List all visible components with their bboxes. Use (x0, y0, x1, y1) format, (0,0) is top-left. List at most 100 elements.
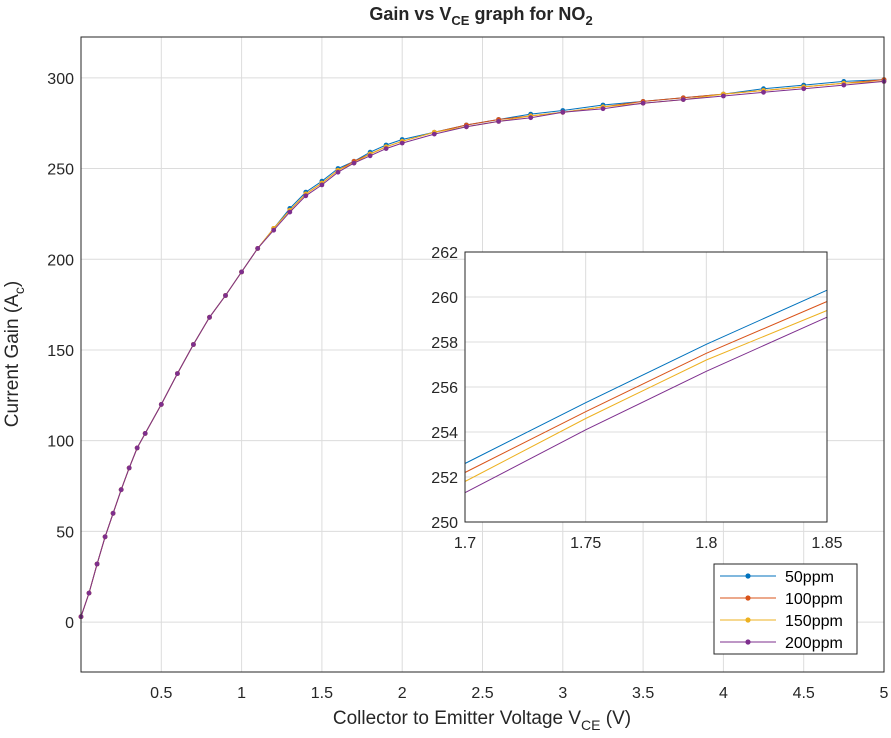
inset-y-tick-label: 260 (431, 290, 458, 307)
legend-label-100ppm: 100ppm (785, 591, 843, 608)
x-axis-label-subscript: CE (581, 717, 600, 733)
main-point-200ppm (528, 115, 534, 121)
title-prefix: Gain vs V (369, 4, 451, 24)
main-point-200ppm (207, 314, 212, 320)
main-point-200ppm (464, 124, 469, 130)
main-point-200ppm (383, 146, 389, 152)
inset-x-tick-label: 1.85 (811, 535, 842, 552)
main-point-200ppm (841, 82, 847, 88)
inset-series-line-150ppm (464, 310, 828, 482)
chart-title: Gain vs VCE graph for NO2 (369, 4, 592, 28)
main-point-200ppm (102, 534, 108, 540)
main-y-tick-label: 150 (47, 343, 74, 360)
inset-y-tick-labels: 250 252 254 256 258 260 262 (431, 245, 458, 532)
main-x-tick-label: 1 (237, 685, 246, 702)
inset-series-line-200ppm (464, 316, 828, 494)
main-y-tick-label: 300 (47, 71, 74, 88)
main-y-tick-label: 200 (47, 252, 74, 269)
main-point-200ppm (86, 590, 92, 596)
y-axis-label-prefix: Current Gain (A (2, 294, 23, 427)
main-point-200ppm (175, 371, 180, 376)
main-x-tick-label: 5 (880, 685, 889, 702)
legend-box (713, 563, 858, 655)
main-point-200ppm (223, 293, 228, 298)
main-x-tick-label: 3.5 (632, 685, 654, 702)
main-y-tick-label: 0 (65, 615, 74, 632)
title-subscript-2: 2 (585, 13, 592, 28)
main-x-tick-labels: 0.5 1 1.5 2 2.5 3 3.5 4 4.5 5 (150, 685, 888, 702)
y-axis-label: Current Gain (Ac) (2, 281, 27, 427)
main-point-200ppm (399, 140, 405, 146)
main-x-tick-label: 4 (719, 685, 728, 702)
legend-marker-50ppm (745, 573, 751, 579)
main-point-200ppm (158, 402, 164, 407)
main-point-200ppm (367, 153, 373, 159)
inset-y-tick-label: 258 (431, 335, 458, 352)
main-point-200ppm (431, 131, 437, 137)
main-point-200ppm (271, 227, 277, 233)
inset-x-tick-label: 1.75 (570, 535, 601, 552)
x-axis-label-prefix: Collector to Emitter Voltage V (333, 708, 581, 729)
legend-label-50ppm: 50ppm (785, 569, 834, 586)
legend-label-150ppm: 150ppm (785, 613, 843, 630)
title-middle: graph for NO (469, 4, 585, 24)
main-x-tick-label: 2 (398, 685, 407, 702)
main-y-tick-label: 50 (56, 524, 74, 541)
main-point-200ppm (680, 97, 686, 102)
main-x-tick-label: 3 (558, 685, 567, 702)
main-point-200ppm (600, 106, 606, 112)
x-axis-label: Collector to Emitter Voltage VCE (V) (333, 708, 631, 733)
main-y-tick-label: 250 (47, 162, 74, 179)
main-point-200ppm (126, 465, 132, 471)
legend-marker-100ppm (745, 595, 751, 601)
main-series-line-200ppm (80, 80, 885, 617)
inset-y-tick-label: 256 (431, 380, 458, 397)
x-axis-label-suffix: (V) (601, 708, 632, 729)
inset-plot-frame (464, 251, 828, 523)
main-point-200ppm (118, 487, 124, 493)
inset-y-tick-label: 252 (431, 470, 458, 487)
main-series-group (78, 77, 887, 620)
main-point-200ppm (496, 119, 501, 124)
inset-series-line-100ppm (464, 301, 828, 473)
inset-y-tick-label: 254 (431, 425, 458, 442)
inset-series-group (464, 289, 828, 494)
main-point-200ppm (351, 160, 357, 166)
main-point-200ppm (761, 89, 766, 95)
main-point-200ppm (801, 86, 807, 92)
inset-series-line-50ppm (464, 289, 828, 464)
title-subscript: CE (451, 13, 469, 28)
main-x-tick-label: 4.5 (793, 685, 815, 702)
legend-marker-150ppm (745, 617, 751, 623)
legend-marker-200ppm (745, 639, 751, 645)
inset-y-tick-label: 250 (431, 515, 458, 532)
main-plot-frame (80, 36, 885, 673)
main-point-200ppm (560, 109, 566, 115)
main-point-200ppm (142, 431, 148, 436)
main-y-tick-label: 100 (47, 434, 74, 451)
main-point-200ppm (134, 445, 140, 451)
legend-label-200ppm: 200ppm (785, 635, 843, 652)
main-point-200ppm (239, 269, 245, 275)
main-point-200ppm (303, 193, 309, 199)
legend: 50ppm 100ppm 150ppm 200ppm (713, 563, 858, 655)
main-point-200ppm (287, 209, 293, 215)
inset-x-tick-label: 1.8 (695, 535, 717, 552)
inset-x-tick-label: 1.7 (454, 535, 476, 552)
main-x-tick-label: 0.5 (150, 685, 172, 702)
main-point-200ppm (335, 169, 341, 175)
main-x-tick-label: 1.5 (311, 685, 333, 702)
main-point-200ppm (721, 93, 726, 99)
main-x-tick-label: 2.5 (471, 685, 493, 702)
main-point-200ppm (640, 100, 646, 106)
y-axis-label-suffix: ) (2, 281, 23, 287)
inset-y-tick-label: 262 (431, 245, 458, 262)
main-point-200ppm (319, 182, 325, 188)
inset-x-tick-labels: 1.7 1.75 1.8 1.85 (454, 535, 843, 552)
main-point-200ppm (110, 510, 116, 516)
y-axis-label-subscript: c (11, 287, 27, 294)
main-point-200ppm (94, 561, 100, 567)
main-y-tick-labels: 0 50 100 150 200 250 300 (47, 71, 74, 632)
main-point-200ppm (255, 246, 261, 251)
